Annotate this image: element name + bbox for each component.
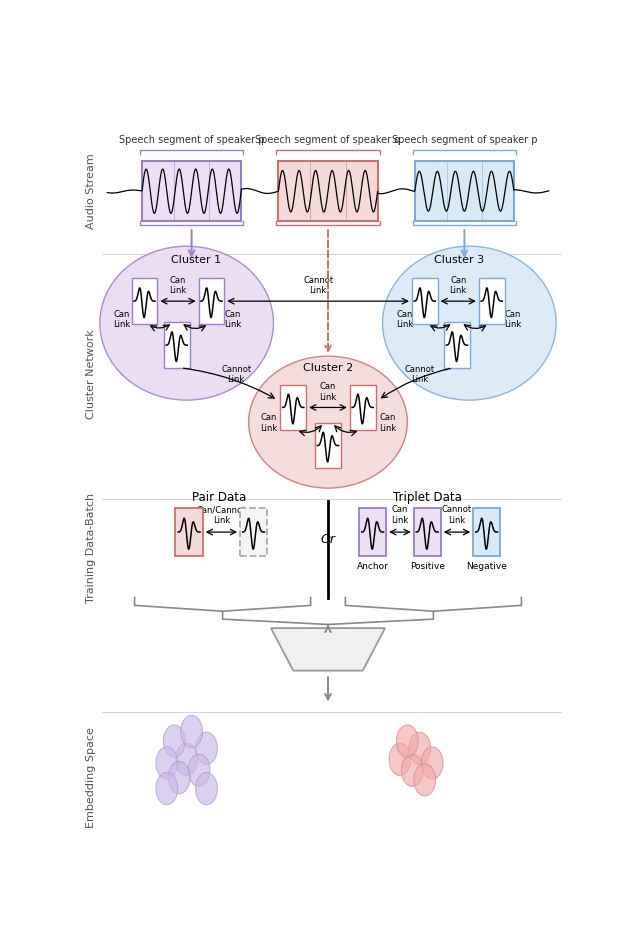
Bar xyxy=(350,385,376,430)
Bar xyxy=(280,385,306,430)
Text: Can
Link: Can Link xyxy=(170,276,187,295)
Circle shape xyxy=(156,772,178,804)
Text: Cluster Network: Cluster Network xyxy=(86,329,96,419)
Ellipse shape xyxy=(383,247,556,400)
Bar xyxy=(479,278,504,324)
Text: Cannot
Link: Cannot Link xyxy=(303,276,333,295)
Circle shape xyxy=(396,724,419,757)
Text: Negative: Negative xyxy=(467,562,507,571)
Text: Speech segment of speaker q: Speech segment of speaker q xyxy=(255,135,401,145)
Text: Or: Or xyxy=(321,533,335,545)
Text: Can
Link: Can Link xyxy=(379,413,396,432)
Circle shape xyxy=(421,747,443,779)
Bar xyxy=(240,508,268,556)
Circle shape xyxy=(389,744,411,776)
Circle shape xyxy=(156,747,178,779)
Text: Can
Link: Can Link xyxy=(504,309,522,329)
Text: Positive: Positive xyxy=(410,562,445,571)
Text: Triplet Data: Triplet Data xyxy=(393,491,461,505)
Bar xyxy=(132,278,157,324)
Text: Cannot
Link: Cannot Link xyxy=(404,365,435,385)
Ellipse shape xyxy=(100,247,273,400)
Circle shape xyxy=(188,754,210,786)
Bar xyxy=(175,508,203,556)
Text: Speech segment of speaker p: Speech segment of speaker p xyxy=(119,135,264,145)
Bar xyxy=(142,161,241,221)
Bar xyxy=(413,508,441,556)
Text: Embedding Space: Embedding Space xyxy=(86,727,96,828)
Text: Embedder: Embedder xyxy=(288,643,368,656)
Bar xyxy=(412,278,438,324)
Circle shape xyxy=(401,754,423,786)
Bar xyxy=(444,323,470,367)
Bar xyxy=(198,278,225,324)
Circle shape xyxy=(196,772,218,804)
Circle shape xyxy=(163,724,185,757)
Ellipse shape xyxy=(248,356,408,488)
Text: Speech segment of speaker p: Speech segment of speaker p xyxy=(392,135,537,145)
Text: Can
Link: Can Link xyxy=(391,506,408,525)
Circle shape xyxy=(196,732,218,764)
Bar xyxy=(315,423,341,468)
Bar xyxy=(415,161,514,221)
Text: Pair Data: Pair Data xyxy=(192,491,246,505)
Circle shape xyxy=(409,732,431,764)
Text: Can
Link: Can Link xyxy=(396,309,413,329)
Text: Cannot
Link: Cannot Link xyxy=(442,506,472,525)
Text: Cluster 3: Cluster 3 xyxy=(435,255,484,265)
Polygon shape xyxy=(271,628,385,670)
Text: Can
Link: Can Link xyxy=(319,382,337,402)
Text: Can
Link: Can Link xyxy=(449,276,467,295)
Text: Can/Cannot
Link: Can/Cannot Link xyxy=(196,506,246,525)
Bar xyxy=(278,161,378,221)
Text: Can
Link: Can Link xyxy=(113,309,131,329)
Text: Training Data-Batch: Training Data-Batch xyxy=(86,493,96,604)
Bar xyxy=(473,508,500,556)
Text: Audio Stream: Audio Stream xyxy=(86,153,96,229)
Text: Cluster 1: Cluster 1 xyxy=(172,255,221,265)
Text: Cannot
Link: Cannot Link xyxy=(221,365,252,385)
Circle shape xyxy=(414,764,436,796)
Text: Can
Link: Can Link xyxy=(224,309,241,329)
Text: Anchor: Anchor xyxy=(356,562,388,571)
Text: Can
Link: Can Link xyxy=(260,413,277,432)
Circle shape xyxy=(168,762,190,794)
Bar xyxy=(164,323,189,367)
Text: Cluster 2: Cluster 2 xyxy=(303,364,353,373)
Circle shape xyxy=(176,744,198,776)
Bar xyxy=(359,508,387,556)
Circle shape xyxy=(180,715,202,747)
